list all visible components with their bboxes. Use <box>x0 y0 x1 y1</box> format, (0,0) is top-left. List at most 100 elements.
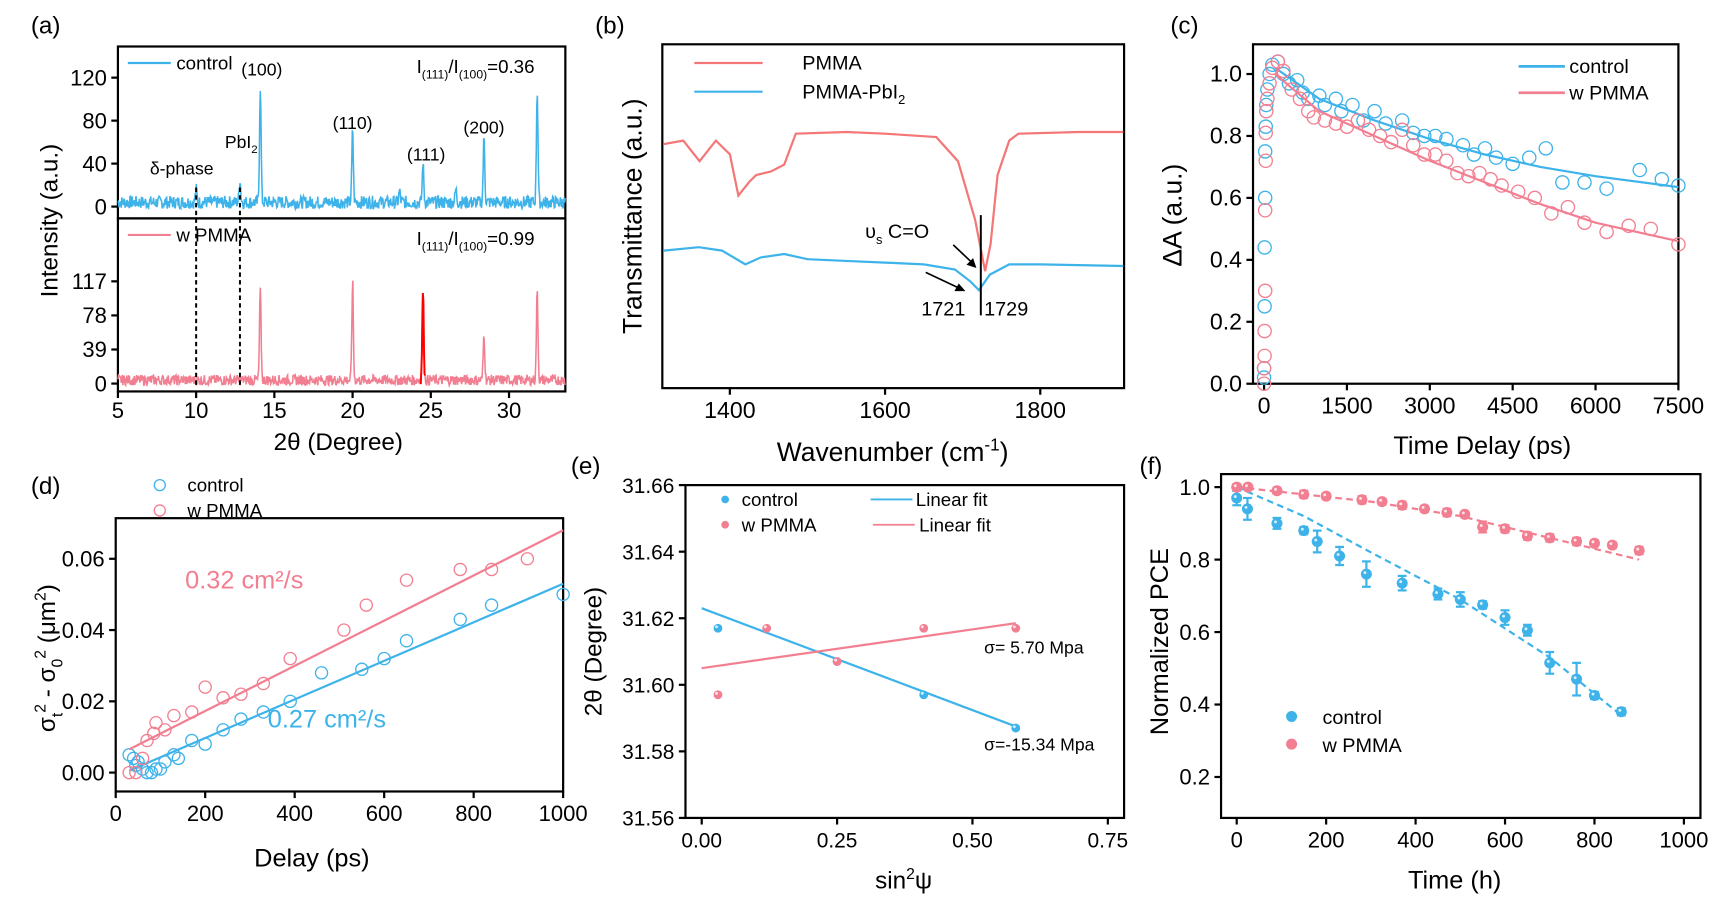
y-tick-label: 0.2 <box>1179 765 1210 790</box>
y-axis-label: 2θ (Degree) <box>581 587 608 716</box>
data-point <box>1477 599 1489 611</box>
data-point-highlight <box>1336 553 1340 556</box>
xrd-111-highlight <box>419 292 427 385</box>
data-point-highlight <box>1636 547 1640 551</box>
plot-frame <box>661 43 1126 390</box>
data-point <box>1328 91 1344 107</box>
legend-label: control <box>1322 707 1382 729</box>
data-point-highlight <box>1573 676 1577 680</box>
panel-e-residual-stress: (e) 0.00 0.25 0.50 0.75 31.56 31.58 31.60 31.62 3… <box>571 453 1128 894</box>
data-point <box>1257 203 1273 218</box>
data-point <box>1334 103 1349 119</box>
panel-d-carrier-diffusion: (d) 0 200 400 600 800 1000 0.00 0.02 0.04 0.06 cont… <box>31 473 588 872</box>
data-point <box>1560 199 1576 215</box>
arrow-head-icon <box>966 258 977 269</box>
data-point <box>520 552 535 566</box>
data-point-highlight <box>1274 520 1277 524</box>
data-point <box>283 651 297 666</box>
x-tick-label: 1500 <box>1321 392 1372 418</box>
x-axis-label-part: -1 <box>984 434 999 454</box>
legend-label: Linear fit <box>916 489 989 510</box>
data-point <box>1257 190 1273 206</box>
intensity-ratio-part: /I <box>448 56 458 77</box>
data-point <box>1428 128 1443 144</box>
data-point <box>1256 360 1272 376</box>
legend-label: control <box>187 475 243 496</box>
data-point <box>1621 218 1636 234</box>
data-point <box>1405 137 1421 153</box>
y-tick-label: 0.4 <box>1210 247 1242 273</box>
data-point <box>1521 624 1533 636</box>
data-point-highlight <box>715 625 718 629</box>
data-point-highlight <box>1457 596 1461 600</box>
peak-label: (111) <box>407 144 446 164</box>
data-point-highlight <box>1502 525 1506 529</box>
data-point <box>216 691 230 705</box>
x-tick-label: 1000 <box>1659 828 1708 853</box>
x-tick-label: 0.00 <box>681 830 722 853</box>
data-point-highlight <box>1323 493 1327 497</box>
data-point-highlight <box>763 625 767 629</box>
data-point <box>1276 63 1291 79</box>
data-point-highlight <box>1359 496 1362 500</box>
data-point <box>1320 490 1332 502</box>
peak-label: (110) <box>333 113 373 133</box>
y-axis-label-part: 0 <box>49 658 66 667</box>
data-point <box>1419 503 1431 515</box>
data-point <box>1428 147 1443 162</box>
legend-label: Linear fit <box>919 514 992 535</box>
data-point <box>1011 723 1021 733</box>
stress-label: σ=-15.34 Mpa <box>984 735 1095 755</box>
data-point <box>1231 492 1243 504</box>
x-tick-label: 200 <box>187 801 224 826</box>
data-point <box>1317 113 1333 128</box>
data-point <box>1588 689 1600 701</box>
data-point <box>1671 178 1686 193</box>
data-point-highlight <box>1399 502 1403 506</box>
legend-label: w PMMA <box>741 514 817 535</box>
data-point <box>1356 494 1368 506</box>
data-point <box>158 755 172 769</box>
panel-b-ftir: (b) 1400 1600 1800 PMMA PMMA-PbI2 υs C=O 1721 17… <box>595 12 1126 467</box>
data-point <box>1284 82 1299 97</box>
legend-label: PMMA-PbI2 <box>802 81 905 107</box>
data-point-highlight <box>1546 534 1550 538</box>
diffusion-coefficient-label: 0.32 cm²/s <box>185 567 303 595</box>
data-point <box>1298 525 1310 537</box>
data-point <box>1257 240 1272 255</box>
data-point <box>158 723 172 737</box>
x-axis-label: Time (h) <box>1408 866 1501 894</box>
y-tick-label: 1.0 <box>1179 475 1210 500</box>
data-point-highlight <box>1363 571 1367 575</box>
co-stretch-label-part: s <box>876 232 882 247</box>
data-point <box>1477 141 1493 156</box>
data-point-highlight <box>1524 627 1528 631</box>
data-point <box>1257 323 1272 339</box>
data-point <box>337 623 351 637</box>
legend-marker <box>1286 711 1298 723</box>
data-point <box>1262 76 1277 91</box>
x-axis-label: Wavenumber (cm-1) <box>777 434 1009 467</box>
data-point <box>1477 521 1489 533</box>
data-point <box>185 705 199 719</box>
y-tick-label: 0.0 <box>1210 370 1242 396</box>
data-point <box>1439 153 1454 169</box>
x-axis-label: 2θ (Degree) <box>274 429 403 456</box>
data-point <box>1257 144 1273 159</box>
data-point <box>216 723 230 737</box>
x-tick-label: 1600 <box>859 397 910 423</box>
x-tick-label: 25 <box>419 398 444 423</box>
y-tick-label: 0.02 <box>62 689 105 714</box>
plot-frame <box>1219 472 1702 820</box>
y-axis-label-part: (μm <box>34 601 61 650</box>
data-point <box>919 690 929 700</box>
data-point <box>198 680 212 694</box>
intensity-ratio-part: (111) <box>422 239 449 253</box>
data-point <box>1011 623 1021 633</box>
data-point <box>713 690 723 700</box>
data-point <box>1231 481 1243 493</box>
data-point <box>1311 535 1323 547</box>
legend-label-part: 2 <box>898 92 905 107</box>
data-point <box>1394 113 1410 128</box>
legend-marker <box>721 520 729 529</box>
